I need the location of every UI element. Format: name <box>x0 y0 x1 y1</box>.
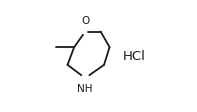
Text: O: O <box>81 16 89 26</box>
Text: NH: NH <box>77 84 93 94</box>
Text: HCl: HCl <box>123 50 145 62</box>
